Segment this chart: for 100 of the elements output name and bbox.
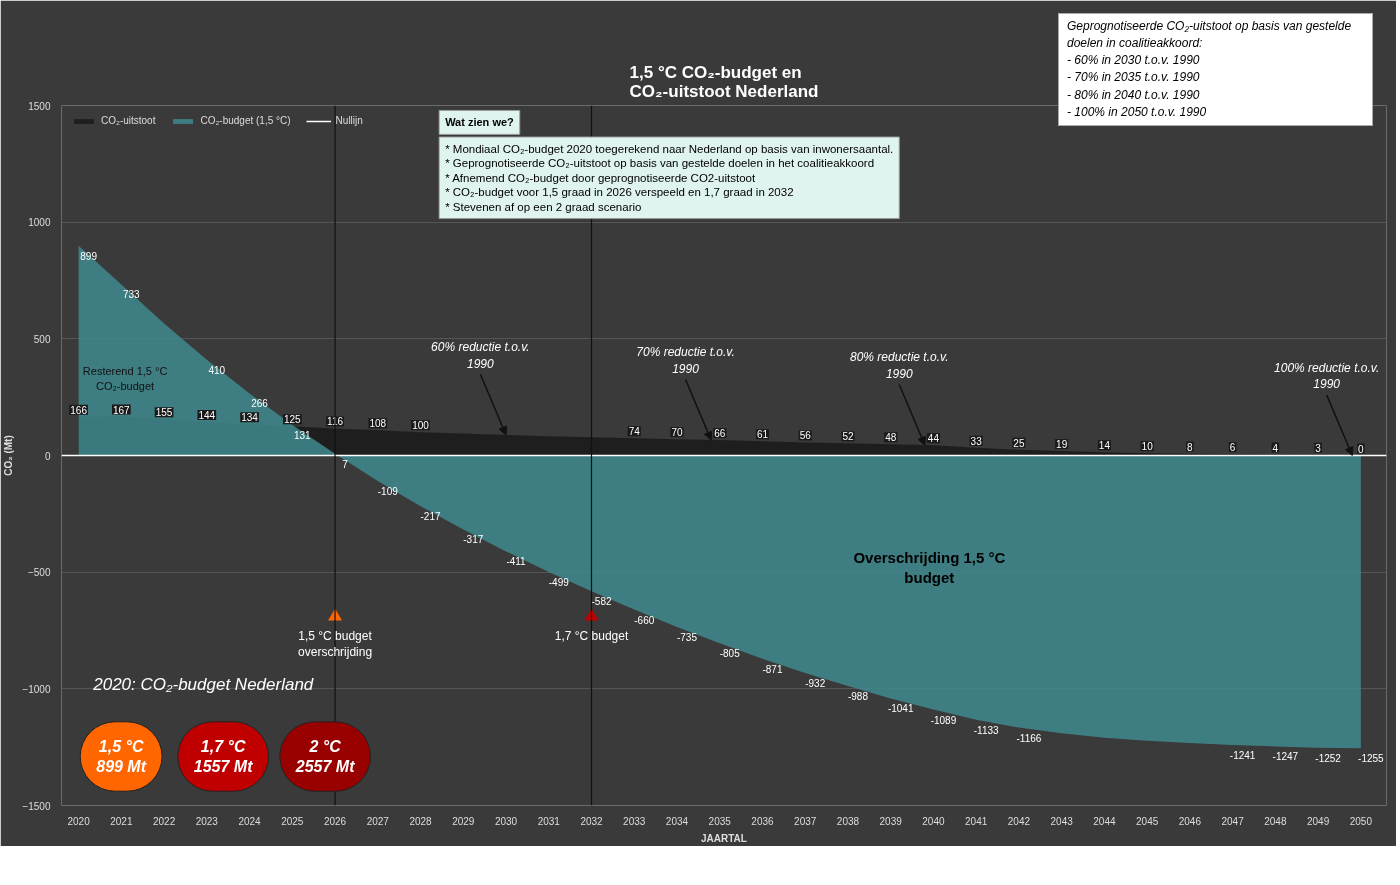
x-tick-label: 2027 — [366, 815, 390, 827]
data-label: -1133 — [973, 724, 1000, 736]
data-label: 66 — [714, 428, 726, 440]
x-tick-label: 2020 — [67, 815, 91, 827]
annotation: 1,5 °C 899 Mt — [96, 737, 147, 776]
data-label: 52 — [842, 431, 854, 443]
annotation: 1,5 °C budget overschrijding — [298, 628, 373, 660]
x-tick-label: 2034 — [665, 815, 689, 827]
x-tick-label: 2035 — [708, 815, 732, 827]
data-label: 3 — [1315, 442, 1322, 454]
data-label: 155 — [155, 407, 173, 419]
data-label: 4 — [1272, 442, 1279, 454]
data-label: -1247 — [1272, 751, 1299, 763]
y-tick-label: 500 — [33, 333, 51, 345]
data-label: 0 — [1358, 443, 1365, 455]
x-tick-label: 2022 — [152, 815, 176, 827]
annotation: Resterend 1,5 °C CO₂-budget — [82, 365, 168, 392]
x-tick-label: 2032 — [580, 815, 604, 827]
data-label: 8 — [1187, 441, 1194, 453]
data-label: 61 — [756, 429, 769, 441]
data-label: -1241 — [1229, 750, 1256, 762]
data-label: 48 — [885, 432, 897, 444]
data-label: -499 — [548, 576, 570, 588]
y-tick-label: −1500 — [22, 800, 51, 812]
data-label: 134 — [241, 412, 259, 424]
x-tick-label: 2028 — [409, 815, 433, 827]
x-tick-label: 2049 — [1306, 815, 1330, 827]
data-label: 44 — [927, 433, 940, 445]
data-label: 56 — [799, 430, 812, 442]
data-label: -217 — [420, 511, 441, 523]
annotation: 2 °C 2557 Mt — [294, 737, 356, 776]
data-label: -1255 — [1358, 753, 1385, 765]
data-label: -735 — [676, 632, 698, 643]
annotation: 1,7 °C 1557 Mt — [193, 737, 254, 776]
x-tick-label: 2030 — [494, 815, 518, 827]
data-label: -805 — [719, 648, 741, 660]
annotation: 70% reductie t.o.v. 1990 — [636, 345, 735, 377]
x-tick-label: 2048 — [1264, 815, 1287, 827]
data-label: 144 — [198, 409, 216, 421]
legend-label: Nullijn — [335, 115, 363, 126]
data-label: 33 — [970, 435, 983, 447]
x-tick-label: 2037 — [794, 815, 817, 827]
x-tick-label: 2025 — [281, 815, 304, 827]
text: Wat zien we? * Mondiaal CO₂-budget 2020 toegerekend naar Nederland op basis van inwonersaantal. * Geprognotiseerde CO₂-uitstoot op basis van gestelde doelen in het coalitieakkoord * Afnemend CO₂-budget door geprognotiseerde CO2-uitstoot * CO₂-budget voor 1,5 graad in 2026 verspeeld en 1,7 graad in 2032 * Stevenen af op een 2 graad scenario — [445, 116, 894, 213]
data-label: 19 — [1056, 439, 1068, 451]
data-label: 167 — [113, 404, 131, 416]
x-tick-label: 2043 — [1050, 815, 1074, 827]
x-tick-label: 2033 — [623, 815, 646, 827]
x-tick-label: 2031 — [537, 815, 561, 827]
x-tick-label: 2045 — [1136, 815, 1159, 827]
data-label: -582 — [591, 596, 612, 608]
x-tick-label: 2029 — [452, 815, 475, 827]
y-tick-label: 1000 — [28, 217, 51, 229]
data-label: 6 — [1229, 442, 1236, 454]
data-label: 733 — [123, 289, 141, 301]
data-label: 74 — [628, 426, 641, 438]
data-label: -660 — [634, 614, 655, 626]
chart-title: 1,5 °C CO₂-budget en CO₂-uitstoot Nederland — [629, 62, 819, 101]
data-label: 14 — [1098, 440, 1111, 452]
y-tick-label: −500 — [27, 567, 51, 579]
y-tick-label: 1500 — [28, 100, 51, 112]
data-label: 125 — [283, 414, 302, 426]
data-label: 25 — [1013, 437, 1025, 449]
y-axis-title: CO₂ (Mt) — [3, 435, 15, 476]
annotation: 60% reductie t.o.v. 1990 — [431, 340, 530, 371]
annotation: 1,7 °C budget — [554, 628, 629, 643]
annotation: Geprognotiseerde CO₂-uitstoot op basis van gestelde doelen in coalitieakkoord: - 60% in 2030 t.o.v. 1990 - 70% in 2035 t.o.v. 1990 - 80% in 2040 t.o.v. 1990 - 100% in 2050 t.o.v. 1990 — [1067, 18, 1352, 121]
legend-label: CO₂-uitstoot — [101, 115, 156, 126]
data-label: 7 — [342, 458, 349, 470]
x-tick-label: 2023 — [195, 815, 219, 827]
data-label: 108 — [369, 418, 387, 430]
data-label: 266 — [251, 398, 269, 410]
annotation: Overschrijding 1,5 °C budget — [853, 548, 1006, 587]
data-label: 116 — [327, 416, 344, 428]
annotation: 80% reductie t.o.v. 1990 — [849, 350, 949, 382]
x-tick-label: 2026 — [323, 815, 347, 827]
x-tick-label: 2024 — [238, 815, 262, 827]
data-label: -871 — [762, 663, 783, 675]
data-label: -1041 — [887, 703, 914, 715]
x-tick-label: 2021 — [110, 815, 133, 827]
x-tick-label: 2041 — [965, 815, 988, 827]
x-tick-label: 2040 — [922, 815, 945, 827]
data-label: -1252 — [1315, 752, 1342, 764]
legend-label: CO₂-budget (1,5 °C) — [200, 115, 291, 126]
data-label: -1089 — [930, 714, 957, 726]
data-label: 100 — [412, 420, 430, 432]
y-tick-label: 0 — [44, 450, 51, 462]
data-label: 131 — [293, 429, 312, 441]
data-label: 70 — [671, 427, 683, 439]
data-label: -109 — [377, 485, 399, 497]
x-tick-label: 2042 — [1007, 815, 1031, 827]
x-tick-label: 2050 — [1349, 815, 1373, 827]
x-tick-label: 2044 — [1093, 815, 1116, 827]
data-label: -932 — [805, 677, 826, 689]
data-label: 899 — [80, 250, 98, 262]
x-tick-label: 2039 — [879, 815, 903, 827]
annotation: 2020: CO₂-budget Nederland — [92, 674, 314, 694]
x-tick-label: 2046 — [1178, 815, 1202, 827]
x-axis-title: JAARTAL — [701, 832, 747, 844]
annotation: 100% reductie t.o.v. 1990 — [1274, 360, 1380, 392]
